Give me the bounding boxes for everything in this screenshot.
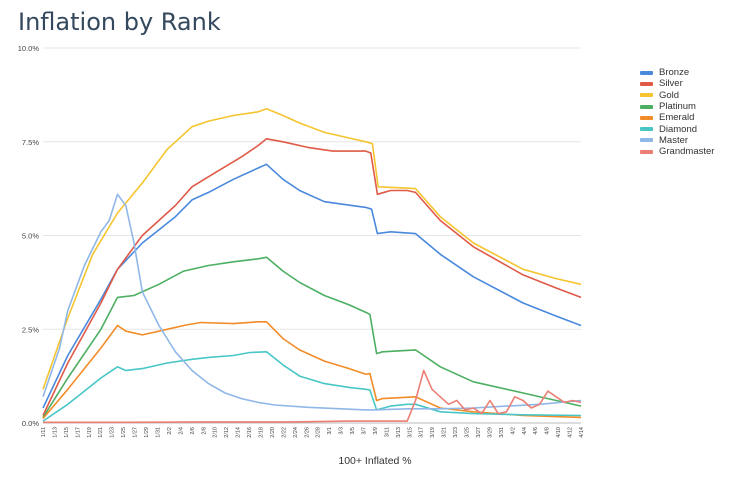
series-lines <box>42 107 582 424</box>
x-tick-label: 3/5 <box>350 427 356 435</box>
x-tick-label: 3/11 <box>384 427 390 437</box>
legend-label: Emerald <box>659 112 695 124</box>
x-axis-title: 100+ Inflated % <box>338 455 412 467</box>
legend-label: Diamond <box>659 123 698 135</box>
legend-label: Platinum <box>659 101 696 113</box>
x-tick-label: 4/4 <box>522 427 528 435</box>
legend-swatch <box>640 70 653 75</box>
x-tick-label: 4/2 <box>510 427 516 435</box>
x-tick-label: 3/15 <box>407 427 413 438</box>
x-tick-label: 1/27 <box>133 427 139 438</box>
legend-label: Gold <box>659 89 680 101</box>
series-line-silver <box>42 138 582 416</box>
x-tick-label: 2/4 <box>178 427 184 435</box>
x-tick-label: 4/8 <box>545 427 551 435</box>
x-tick-label: 2/8 <box>201 427 207 435</box>
series-line-grandmaster <box>43 369 582 424</box>
y-tick-label: 7.5% <box>22 138 39 147</box>
x-tick-label: 2/14 <box>236 427 242 438</box>
x-tick-label: 4/14 <box>579 427 585 438</box>
x-axis-tick-labels: 1/11 1/13 1/15 1/17 1/19 1/21 1/23 1/25 1/27 1/29… <box>41 427 585 438</box>
legend-item-bronze[interactable]: Bronze <box>640 67 714 78</box>
legend-label: Grandmaster <box>659 146 715 158</box>
series-line-diamond <box>42 350 582 422</box>
legend-label: Silver <box>659 78 683 90</box>
x-tick-label: 1/21 <box>98 427 104 438</box>
x-tick-label: 4/10 <box>556 427 562 438</box>
x-tick-label: 3/17 <box>419 427 425 438</box>
legend-swatch <box>640 93 653 98</box>
legend-label: Bronze <box>659 67 690 79</box>
legend-item-platinum[interactable]: Platinum <box>640 101 714 112</box>
legend-swatch <box>640 127 653 132</box>
x-tick-label: 3/31 <box>499 427 505 438</box>
x-tick-label: 1/29 <box>144 427 150 438</box>
x-tick-label: 3/3 <box>339 427 345 435</box>
x-tick-label: 2/16 <box>247 427 253 438</box>
x-tick-label: 2/20 <box>270 427 276 438</box>
x-tick-label: 3/25 <box>465 427 471 438</box>
y-tick-label: 10.0% <box>18 44 40 53</box>
x-tick-label: 1/23 <box>110 427 116 438</box>
x-tick-label: 3/27 <box>476 427 482 438</box>
x-tick-label: 2/10 <box>213 427 219 438</box>
x-tick-label: 2/6 <box>190 427 196 435</box>
series-line-platinum <box>42 256 582 418</box>
legend-swatch <box>640 138 653 143</box>
x-tick-label: 3/13 <box>396 427 402 438</box>
x-tick-label: 3/1 <box>327 427 333 435</box>
legend-swatch <box>640 104 653 109</box>
x-tick-label: 2/12 <box>224 427 230 438</box>
legend[interactable]: Bronze Silver Gold Platinum Emerald Diamond Ma… <box>640 67 714 157</box>
series-line-emerald <box>42 320 582 420</box>
y-tick-label: 0.0% <box>22 419 39 428</box>
x-tick-label: 1/17 <box>75 427 81 438</box>
x-tick-label: 2/2 <box>167 427 173 435</box>
series-line-gold <box>42 107 582 390</box>
x-tick-label: 2/28 <box>316 427 322 438</box>
x-tick-label: 1/15 <box>64 427 70 438</box>
x-tick-label: 2/18 <box>258 427 264 438</box>
legend-swatch <box>640 115 653 120</box>
x-tick-label: 3/29 <box>487 427 493 438</box>
grid-lines <box>43 47 581 424</box>
legend-item-grandmaster[interactable]: Grandmaster <box>640 146 714 157</box>
legend-item-emerald[interactable]: Emerald <box>640 112 714 123</box>
x-tick-label: 3/9 <box>373 427 379 435</box>
legend-swatch <box>640 149 653 154</box>
x-tick-label: 4/12 <box>568 427 574 438</box>
legend-item-gold[interactable]: Gold <box>640 90 714 101</box>
y-tick-label: 5.0% <box>22 232 39 241</box>
series-line-master <box>42 193 582 411</box>
chart-title: Inflation by Rank <box>18 8 221 36</box>
x-tick-label: 3/23 <box>453 427 459 438</box>
x-tick-label: 1/11 <box>41 427 47 437</box>
legend-item-master[interactable]: Master <box>640 135 714 146</box>
x-tick-label: 3/21 <box>442 427 448 438</box>
x-tick-label: 1/25 <box>121 427 127 438</box>
x-tick-label: 3/7 <box>362 427 368 435</box>
series-line-bronze <box>42 163 582 409</box>
legend-label: Master <box>659 134 689 146</box>
x-tick-label: 2/26 <box>304 427 310 438</box>
legend-item-silver[interactable]: Silver <box>640 78 714 89</box>
x-tick-label: 1/19 <box>87 427 93 438</box>
legend-item-diamond[interactable]: Diamond <box>640 123 714 135</box>
x-tick-label: 1/31 <box>155 427 161 438</box>
x-tick-label: 1/13 <box>52 427 58 438</box>
y-tick-label: 2.5% <box>22 325 39 334</box>
y-axis-tick-labels: 0.0% 2.5% 5.0% 7.5% 10.0% <box>18 44 40 428</box>
x-tick-label: 3/19 <box>430 427 436 438</box>
x-tick-label: 2/24 <box>293 427 299 438</box>
x-tick-label: 4/6 <box>533 427 539 435</box>
legend-swatch <box>640 81 653 86</box>
x-tick-label: 2/22 <box>281 427 287 438</box>
